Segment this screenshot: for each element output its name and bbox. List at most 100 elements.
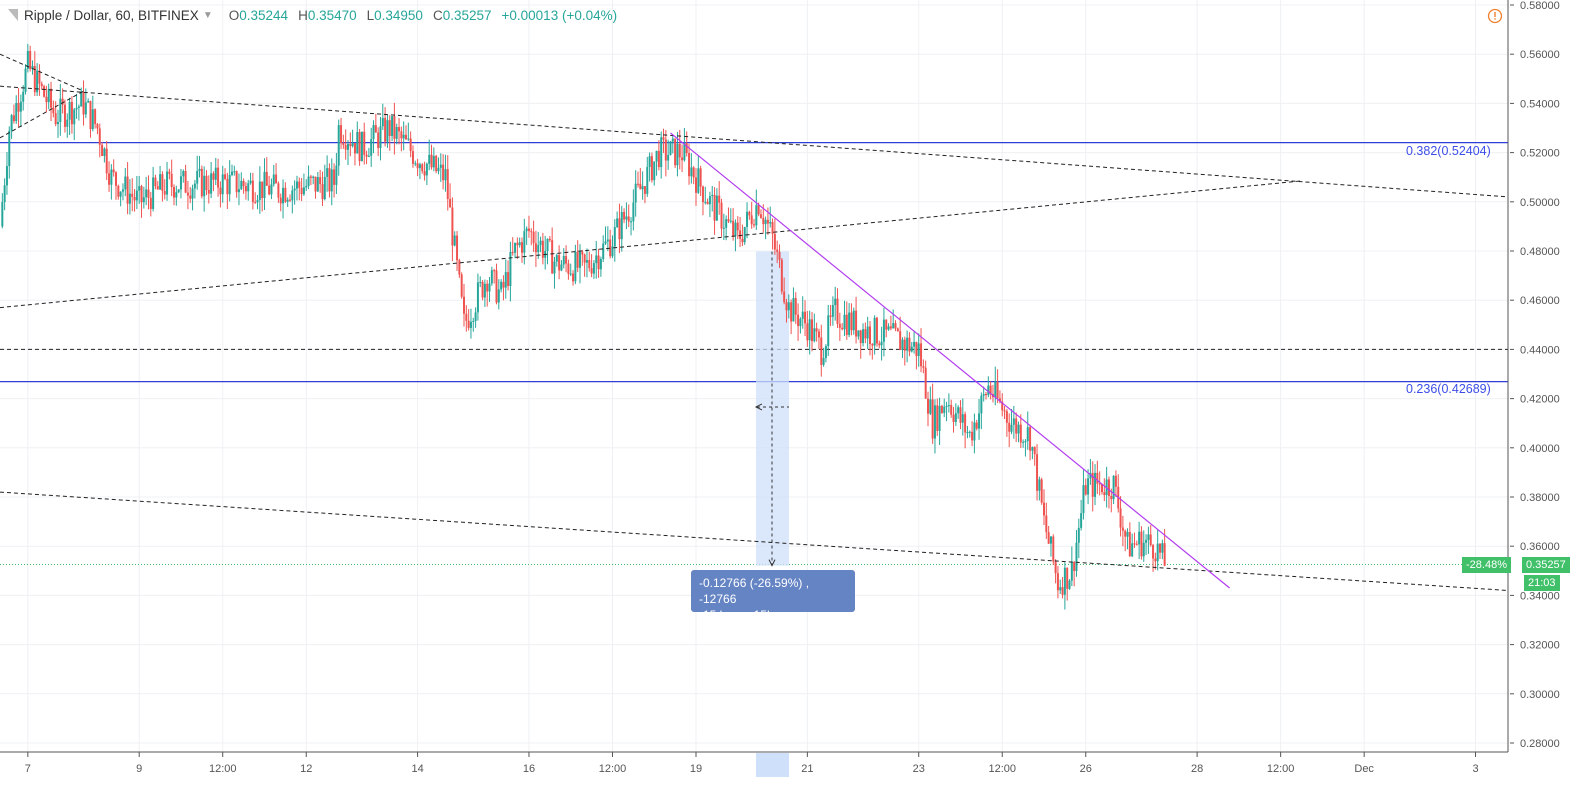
candle-body [971,431,974,441]
candle-body [258,181,261,200]
candle-body [523,231,526,253]
candle-body [511,252,514,254]
measure-line-2: -15 bars, -15h [699,608,774,622]
candle-body [337,125,340,166]
candle-body [179,176,182,190]
symbol-title[interactable]: Ripple / Dollar, 60, BITFINEX [24,7,199,23]
warning-icon[interactable] [1487,8,1503,24]
candle-body [365,154,368,157]
x-tick-label: 26 [1080,763,1092,775]
candle-body [973,422,976,441]
candle-body [449,198,452,208]
candle-body [753,224,755,226]
candle-body [356,131,359,154]
fib-label-lower: 0.236(0.42689) [1406,382,1491,396]
candle-body [73,109,76,125]
candle-body [119,191,122,197]
candle-body [474,312,477,322]
candle-body [291,190,294,201]
y-tick-label: 0.58000 [1520,0,1560,12]
candle-body [623,211,626,220]
symbol-collapse-icon[interactable] [8,9,18,21]
candle-body [63,104,66,127]
candle-body [495,270,498,303]
candle-body [827,315,830,347]
bar-countdown-badge: 21:03 [1524,575,1560,591]
candle-body [980,395,983,414]
candle-body [1070,561,1073,581]
candle-body [300,187,303,195]
candle-body [342,143,345,146]
candle-body [848,312,851,335]
candle-body [616,218,619,228]
candle-body [790,302,793,322]
candle-body [43,86,46,97]
candle-body [1056,573,1059,591]
candle-body [115,172,117,186]
candle-body [715,195,718,221]
candle-body [998,398,1001,402]
candle-body [166,171,169,195]
candle-body [903,339,906,351]
candle-body [460,274,463,297]
candle-body [370,139,373,156]
candle-body [1124,530,1127,537]
candle-body [411,151,414,164]
high-key: H [298,7,308,23]
candle-body [191,188,194,199]
candle-body [534,243,537,253]
candle-body [210,173,213,194]
candle-body [1101,483,1103,493]
open-value: 0.35244 [239,7,289,23]
candle-body [458,260,461,275]
candle-body [384,117,387,142]
candle-body [667,154,670,161]
candle-body [1036,454,1039,491]
candle-body [105,148,108,174]
measure-line-1: -0.12766 (-26.59%) , -12766 [699,576,810,606]
y-tick-label: 0.40000 [1520,443,1560,455]
y-tick-label: 0.48000 [1520,246,1560,258]
candle-body [289,199,291,201]
candle-body [725,219,728,228]
measure-arrow-left [754,403,763,411]
candle-body [553,261,556,274]
candle-body [17,103,20,112]
candle-body [562,255,565,265]
candle-body [465,313,468,321]
candle-body [309,176,312,178]
candle-body [1152,545,1155,559]
candle-body [456,235,459,261]
candle-body [771,222,774,234]
candle-body [388,120,391,137]
candle-body [486,283,489,292]
chevron-down-icon[interactable]: ▼ [202,9,213,21]
candle-body [683,143,686,161]
candle-body [75,107,78,110]
candle-body [1077,527,1080,543]
candle-body [182,171,185,177]
dashed-trendline [0,90,84,139]
candle-body [163,191,166,195]
candle-body [690,167,693,177]
measure-arrow-down [768,559,776,567]
measure-zone [754,251,789,777]
candle-body [203,175,206,197]
candle-body [646,167,649,194]
candle-body [57,122,59,125]
candle-body [964,414,967,433]
candle-body [676,143,679,166]
candle-body [96,124,99,129]
candle-body [1026,427,1029,442]
candle-body [36,70,39,93]
candle-body [736,222,739,231]
candle-body [817,331,820,338]
x-tick-label: 16 [523,763,535,775]
candle-body [954,413,957,422]
candle-body [1010,424,1013,432]
candle-body [284,187,287,202]
candle-body [824,346,827,359]
y-tick-label: 0.50000 [1520,197,1560,209]
candle-body [374,125,377,133]
